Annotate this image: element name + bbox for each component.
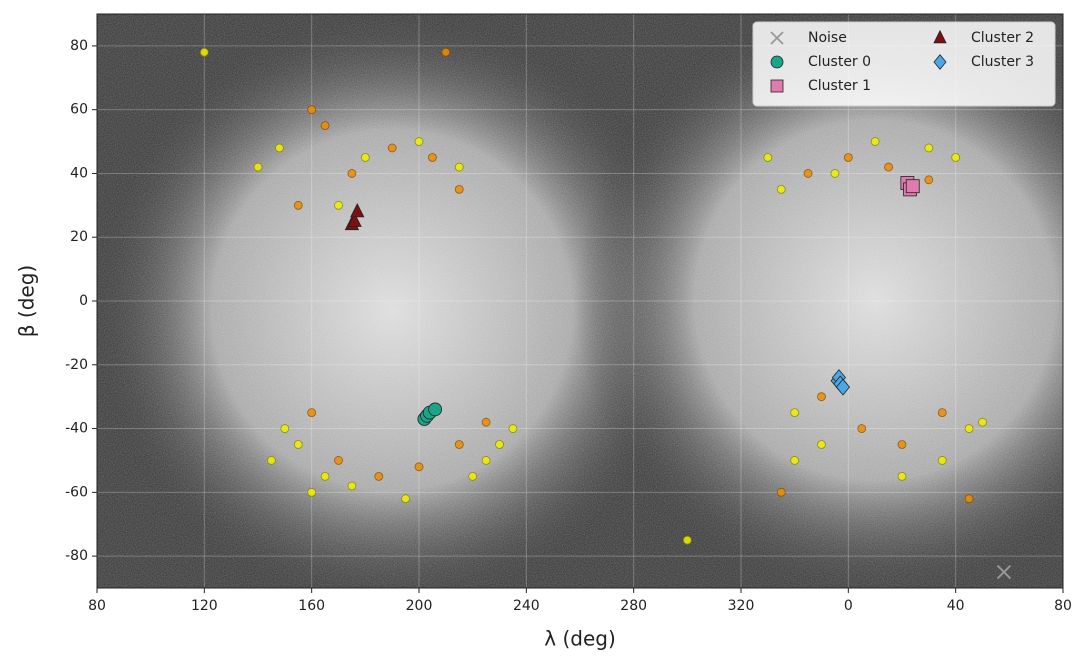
x-tick-label: 320 xyxy=(728,598,755,614)
cluster-point xyxy=(347,212,362,227)
legend-marker xyxy=(770,79,784,93)
point xyxy=(790,408,800,418)
legend: Noise Cluster 0 Cluster 1 Cluster 2 Cluster … xyxy=(752,21,1056,107)
point xyxy=(924,175,934,185)
point xyxy=(897,440,907,449)
legend-marker xyxy=(933,29,947,44)
point xyxy=(763,153,773,162)
legend-label: Cluster 2 xyxy=(971,30,1034,46)
y-tick-label: -80 xyxy=(65,548,88,564)
point xyxy=(320,121,330,131)
legend-marker xyxy=(770,31,784,45)
point xyxy=(897,471,907,481)
point xyxy=(454,440,464,449)
point xyxy=(347,481,357,491)
x-tick-label: 160 xyxy=(298,598,325,614)
legend-label: Cluster 0 xyxy=(808,54,871,70)
legend-box xyxy=(752,21,1056,107)
legend-marker xyxy=(933,54,947,70)
legend-label: Cluster 3 xyxy=(971,54,1034,70)
point xyxy=(776,487,786,497)
point xyxy=(817,392,826,402)
point xyxy=(293,200,303,210)
point xyxy=(360,153,370,162)
point xyxy=(937,456,947,465)
y-tick-label: -40 xyxy=(65,421,88,437)
point xyxy=(275,143,284,153)
point xyxy=(307,408,317,418)
x-axis-label: λ (deg) xyxy=(544,627,616,651)
cluster-point xyxy=(428,402,443,417)
point xyxy=(320,471,330,481)
point xyxy=(481,456,491,465)
x-tick-label: 0 xyxy=(844,598,853,614)
point xyxy=(441,47,451,57)
x-tick-label: 240 xyxy=(513,598,540,614)
point xyxy=(481,417,491,427)
point xyxy=(830,169,840,178)
x-tick-label: 80 xyxy=(88,598,106,614)
cluster-point xyxy=(996,564,1012,580)
point xyxy=(843,153,853,162)
x-tick-label: 280 xyxy=(620,598,647,614)
point xyxy=(414,462,424,472)
point xyxy=(454,184,464,194)
y-tick-label: 0 xyxy=(79,293,88,309)
point xyxy=(468,471,478,481)
point xyxy=(951,153,961,162)
legend-marker xyxy=(770,55,784,69)
point xyxy=(817,440,826,449)
y-tick-label: -60 xyxy=(65,484,88,500)
y-tick-label: 20 xyxy=(70,229,88,245)
point xyxy=(454,162,464,172)
point xyxy=(803,169,813,178)
x-tick-label: 200 xyxy=(406,598,433,614)
point xyxy=(924,143,934,153)
point xyxy=(428,153,437,162)
point xyxy=(387,143,397,153)
point xyxy=(293,440,303,449)
point xyxy=(267,456,276,465)
legend-label: Cluster 1 xyxy=(808,78,871,94)
point xyxy=(978,417,987,427)
point xyxy=(790,456,800,465)
y-tick-label: 80 xyxy=(70,38,88,54)
point xyxy=(508,424,518,433)
cluster-point xyxy=(350,203,365,218)
y-tick-label: 60 xyxy=(70,102,88,118)
point xyxy=(884,162,893,172)
cluster-point xyxy=(905,179,920,194)
cluster-point xyxy=(835,378,850,396)
point xyxy=(199,47,209,57)
y-axis-label: β (deg) xyxy=(15,265,39,337)
y-tick-label: 40 xyxy=(70,165,88,181)
point xyxy=(964,424,974,433)
point xyxy=(964,494,974,504)
background xyxy=(97,14,1063,588)
point xyxy=(776,184,786,194)
x-tick-label: 40 xyxy=(947,598,965,614)
point xyxy=(307,105,317,115)
point xyxy=(401,494,410,504)
point xyxy=(374,471,384,481)
legend-label: Noise xyxy=(808,30,847,46)
point xyxy=(414,137,424,146)
point xyxy=(682,535,692,545)
x-tick-label: 80 xyxy=(1054,598,1072,614)
point xyxy=(937,408,947,418)
point xyxy=(347,169,357,178)
point xyxy=(857,424,867,433)
point xyxy=(495,440,504,449)
point xyxy=(307,487,317,497)
point xyxy=(280,424,290,433)
y-tick-label: -20 xyxy=(65,357,88,373)
point xyxy=(253,162,263,172)
point xyxy=(334,200,343,210)
point xyxy=(870,137,880,146)
x-tick-label: 120 xyxy=(191,598,218,614)
point xyxy=(334,456,343,465)
